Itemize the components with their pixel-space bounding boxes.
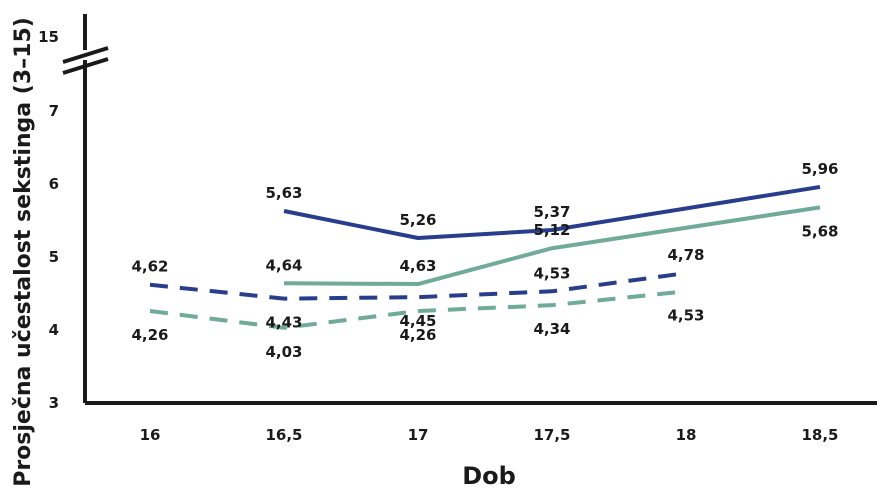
x-tick-label: 16	[140, 426, 161, 444]
y-tick-label: 6	[49, 175, 59, 193]
data-label: 4,43	[265, 314, 302, 332]
x-tick-label: 17	[408, 426, 429, 444]
series-line	[283, 205, 821, 287]
x-tick-label: 18,5	[801, 426, 838, 444]
data-label: 4,53	[667, 306, 704, 324]
data-label: 4,53	[533, 264, 570, 282]
data-label: 4,45	[399, 312, 436, 330]
data-labels: 5,63 5,26 5,37 5,96 4,64 4,63 5,12 5,68 4,62 4,43…	[131, 160, 838, 361]
y-tick-label: 3	[49, 394, 59, 412]
data-label: 5,37	[533, 203, 570, 221]
axis-break-mark	[62, 46, 109, 75]
data-label: 4,34	[533, 320, 570, 338]
data-label: 5,96	[801, 160, 838, 178]
data-label: 4,62	[131, 258, 168, 276]
data-label: 4,03	[265, 343, 302, 361]
series-layer	[149, 184, 821, 330]
data-label: 4,78	[667, 246, 704, 264]
data-label: 5,63	[265, 184, 302, 202]
x-tick-label: 16,5	[265, 426, 302, 444]
data-label: 5,12	[533, 221, 570, 239]
y-tick-label: 4	[49, 321, 59, 339]
tick-labels: 3 4 5 6 7 15 16 16,5 17 17,5 18 18,5	[38, 28, 838, 444]
data-label: 5,26	[399, 211, 436, 229]
y-axis-title: Prosječna učestalost sekstinga (3–15)	[11, 17, 36, 487]
data-label: 4,63	[399, 257, 436, 275]
x-axis-title: Dob	[462, 462, 516, 490]
chart-axes	[62, 14, 877, 405]
x-tick-label: 17,5	[533, 426, 570, 444]
series-line	[283, 184, 821, 241]
data-label: 4,26	[399, 326, 436, 344]
y-tick-label: 7	[49, 102, 59, 120]
y-tick-label: 15	[38, 28, 59, 46]
x-tick-label: 18	[676, 426, 697, 444]
series-line	[149, 289, 687, 330]
data-label: 4,64	[265, 256, 302, 274]
data-label: 4,26	[131, 326, 168, 344]
y-tick-label: 5	[49, 248, 59, 266]
data-label: 5,68	[801, 222, 838, 240]
